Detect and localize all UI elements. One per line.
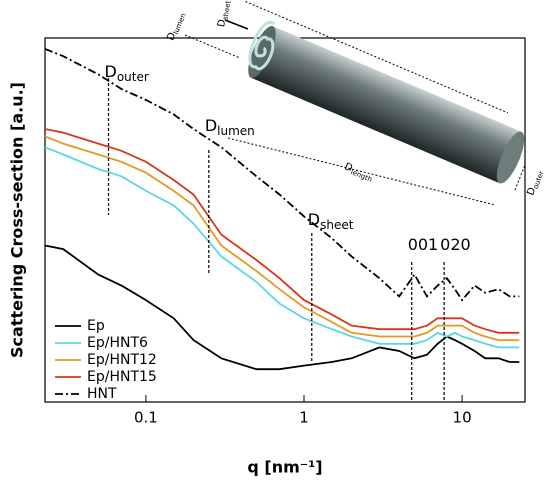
annotation-label: 001 [408,235,439,254]
legend-label: HNT [87,386,117,402]
annotation-label: Dsheet [308,210,354,232]
lumen-line [184,34,241,59]
annotation-text: 001 [408,235,439,254]
spiral [248,20,276,71]
tube [251,26,522,184]
illus-label: Douter [525,168,545,197]
series-line [44,135,520,341]
tube-end [496,131,525,184]
illus-label: Dlength [342,161,374,183]
annotation-sub: lumen [217,124,255,138]
legend-label: Ep/HNT6 [87,335,148,351]
length-arrow [245,1,508,114]
x-tick-label: 1 [299,409,309,427]
legend-label: Ep/HNT15 [87,369,157,385]
outer-line [514,164,526,191]
annotation-label: 020 [440,235,471,254]
annotation-text: 020 [440,235,471,254]
y-axis-label: Scattering Cross-section [a.u.] [8,82,27,358]
annotation-label: Douter [105,62,149,84]
length-arrow [227,137,496,206]
illustration: Dlumen Dsheet Dlength Douter [165,0,546,206]
annotation-text: D [308,210,320,229]
x-tick-label: 0.1 [134,409,158,427]
illus-label: Dsheet [216,0,233,28]
x-axis-label: q [nm⁻¹] [247,458,322,477]
series-line [44,48,520,302]
series-line [44,146,520,349]
series-line [44,128,520,334]
legend-label: Ep/HNT12 [87,352,157,368]
sheet-line [224,19,249,30]
annotation-text: D [205,116,217,135]
annotation-sub: outer [117,70,149,84]
annotation-label: Dlumen [205,116,255,138]
legend-label: Ep [87,318,105,334]
annotation-text: D [105,62,117,81]
annotation-sub: sheet [320,218,354,232]
series-line [44,244,520,371]
x-tick-label: 10 [453,409,472,427]
